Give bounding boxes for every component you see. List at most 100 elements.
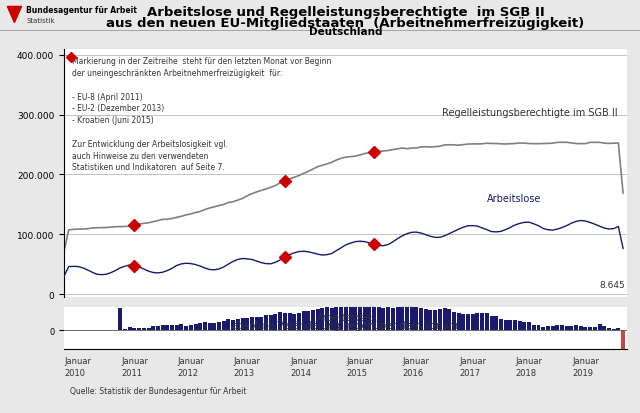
Bar <box>616 328 620 331</box>
Bar <box>471 314 475 331</box>
Bar <box>602 326 606 331</box>
Bar <box>598 325 602 331</box>
Bar <box>245 318 249 331</box>
Bar <box>564 326 569 331</box>
Bar <box>321 309 324 331</box>
Bar <box>165 325 170 331</box>
Text: 2012: 2012 <box>177 368 198 377</box>
Bar <box>391 309 395 331</box>
Text: Regelleistungsberechtigte im SGB II: Regelleistungsberechtigte im SGB II <box>442 107 618 117</box>
Bar <box>344 306 348 331</box>
Bar <box>259 317 263 331</box>
Text: Arbeitslose und Regelleistungsberechtigte  im SGB II: Arbeitslose und Regelleistungsberechtigt… <box>147 6 545 19</box>
Bar <box>522 322 527 331</box>
Bar <box>480 313 484 331</box>
Bar <box>466 314 470 331</box>
Bar <box>518 321 522 331</box>
Bar <box>461 314 465 331</box>
Bar <box>151 326 156 331</box>
Bar <box>132 328 136 331</box>
Bar <box>227 320 230 331</box>
Bar <box>212 323 216 331</box>
Text: 2011: 2011 <box>121 368 142 377</box>
Text: absolute Veränderung gegenüber dem Vorjahr: absolute Veränderung gegenüber dem Vorja… <box>232 320 459 330</box>
Text: Markierung in der Zeitreihe  steht für den letzten Monat vor Beginn
der uneinges: Markierung in der Zeitreihe steht für de… <box>72 57 332 172</box>
Bar <box>433 310 437 331</box>
Bar <box>447 310 451 331</box>
Bar <box>221 322 226 331</box>
Text: 2017: 2017 <box>459 368 481 377</box>
Bar <box>367 305 371 331</box>
Bar <box>508 320 512 331</box>
Text: Deutschland: Deutschland <box>309 27 382 37</box>
Bar <box>307 311 310 331</box>
Text: Januar: Januar <box>346 356 374 365</box>
Bar <box>292 314 296 331</box>
Bar <box>414 307 419 331</box>
Text: 2015: 2015 <box>346 368 367 377</box>
Bar <box>203 323 207 331</box>
Bar <box>419 309 423 331</box>
Bar <box>400 308 404 331</box>
Bar <box>353 305 357 331</box>
Bar <box>217 322 221 331</box>
Bar <box>363 305 367 331</box>
Bar <box>532 325 536 331</box>
Bar <box>574 325 578 331</box>
Bar <box>339 306 343 331</box>
Text: 2018: 2018 <box>516 368 537 377</box>
Bar <box>494 317 498 331</box>
Bar <box>198 323 202 331</box>
Bar <box>273 314 277 331</box>
Bar <box>156 326 160 331</box>
Bar <box>325 307 329 331</box>
Polygon shape <box>8 7 22 24</box>
Bar <box>621 331 625 389</box>
Bar <box>579 326 583 331</box>
Bar <box>287 313 291 331</box>
Text: 2010: 2010 <box>65 368 86 377</box>
Text: Januar: Januar <box>177 356 204 365</box>
Bar <box>485 313 489 331</box>
Text: 8.645: 8.645 <box>599 280 625 290</box>
Bar <box>546 326 550 331</box>
Bar <box>381 308 385 331</box>
Bar <box>335 307 339 331</box>
Bar <box>428 310 433 331</box>
Text: Januar: Januar <box>65 356 92 365</box>
Bar <box>207 323 212 331</box>
Bar <box>442 309 447 331</box>
Bar <box>330 308 334 331</box>
Bar <box>161 325 164 331</box>
Bar <box>456 313 461 331</box>
Bar <box>311 310 315 331</box>
Bar <box>118 309 122 331</box>
Bar <box>264 316 268 331</box>
Bar <box>358 305 362 331</box>
Bar <box>396 307 399 331</box>
Bar <box>349 306 353 331</box>
Text: Januar: Januar <box>121 356 148 365</box>
Bar <box>560 325 564 331</box>
Bar <box>236 319 240 331</box>
Bar <box>499 319 503 331</box>
Bar <box>588 327 592 331</box>
Bar <box>283 313 287 331</box>
Text: Statistik: Statistik <box>26 18 55 24</box>
Bar <box>301 311 305 331</box>
Text: Quelle: Statistik der Bundesagentur für Arbeit: Quelle: Statistik der Bundesagentur für … <box>70 386 247 395</box>
Bar <box>255 318 259 331</box>
Text: Januar: Januar <box>516 356 543 365</box>
Text: Januar: Januar <box>234 356 260 365</box>
Bar <box>541 328 545 331</box>
Bar <box>170 325 174 331</box>
Bar <box>316 309 320 331</box>
Text: Januar: Januar <box>403 356 430 365</box>
Bar <box>570 326 573 331</box>
Text: 2013: 2013 <box>234 368 255 377</box>
Bar <box>593 327 597 331</box>
Text: 2016: 2016 <box>403 368 424 377</box>
Bar <box>372 306 376 331</box>
Bar <box>231 320 235 331</box>
Bar <box>241 318 244 331</box>
